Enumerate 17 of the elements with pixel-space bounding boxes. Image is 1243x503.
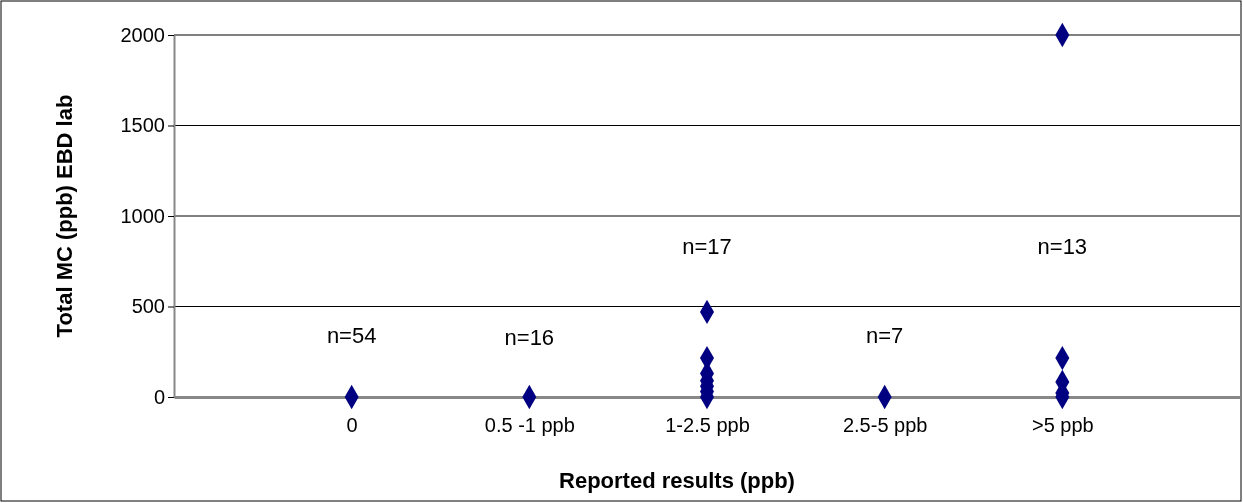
x-tick-label: 0 xyxy=(346,414,358,436)
y-tick-label: 0 xyxy=(153,385,165,408)
x-tick-label: 2.5-5 ppb xyxy=(842,414,928,436)
x-tick-label: >5 ppb xyxy=(1031,414,1094,436)
annotation: n=13 xyxy=(1037,233,1088,259)
x-tick-label: 0.5 -1 ppb xyxy=(484,414,575,436)
y-tick-label: 1500 xyxy=(120,114,165,137)
y-tick-label: 2000 xyxy=(120,23,165,46)
x-tick-label: 1-2.5 ppb xyxy=(665,414,750,436)
y-axis-title: Total MC (ppb) EBD lab xyxy=(52,94,77,338)
y-tick-label: 500 xyxy=(131,295,165,318)
annotation: n=7 xyxy=(866,322,904,348)
annotation: n=54 xyxy=(326,322,377,348)
annotation: n=16 xyxy=(504,324,555,350)
annotation: n=17 xyxy=(682,233,732,259)
y-tick-label: 1000 xyxy=(120,204,165,227)
x-axis-title: Reported results (ppb) xyxy=(559,468,795,493)
